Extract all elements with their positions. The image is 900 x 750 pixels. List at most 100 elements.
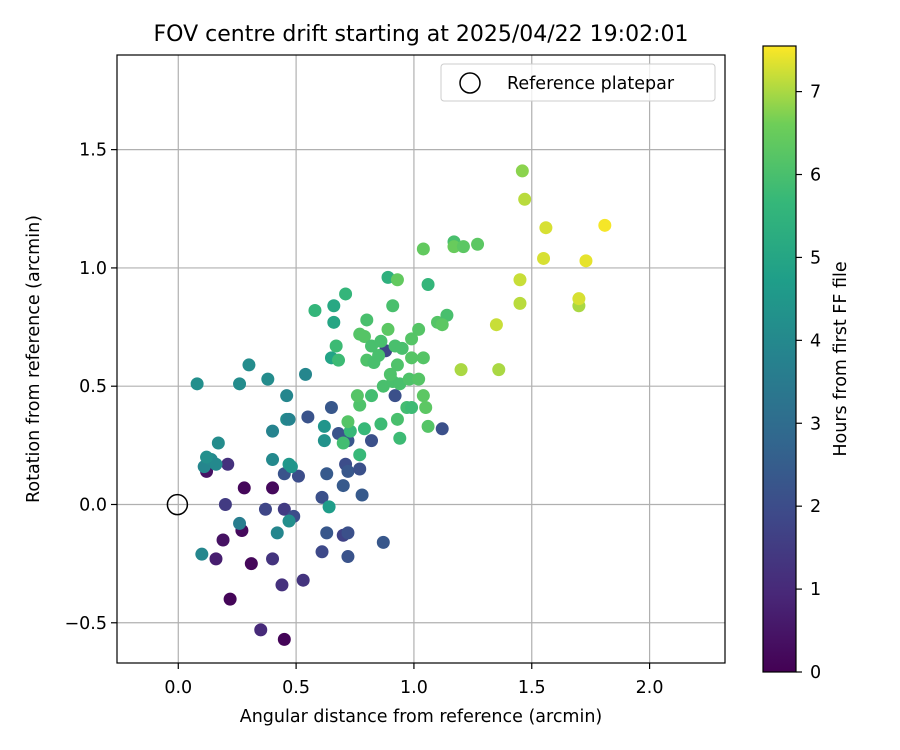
y-tick-label: 1.5: [79, 141, 107, 161]
data-point: [320, 526, 334, 540]
data-point: [315, 490, 329, 504]
data-point: [339, 287, 353, 301]
legend-box: [440, 63, 716, 102]
y-axis-label: Rotation from reference (arcmin): [24, 215, 44, 503]
data-point: [266, 552, 280, 566]
data-point: [324, 400, 338, 414]
data-point: [341, 415, 355, 429]
data-point: [447, 240, 461, 254]
data-point: [221, 457, 235, 471]
data-point: [421, 419, 435, 433]
data-point: [513, 273, 527, 287]
data-point: [353, 462, 367, 476]
colorbar-tick-label: 1: [810, 580, 821, 600]
data-point: [223, 592, 237, 606]
data-point: [518, 192, 532, 206]
data-point: [244, 557, 258, 571]
reference-point-marker: [166, 493, 189, 516]
data-point: [353, 327, 367, 341]
data-point: [266, 424, 280, 438]
chart-title: FOV centre drift starting at 2025/04/22 …: [154, 22, 689, 47]
data-point: [322, 500, 336, 514]
data-point: [489, 318, 503, 332]
colorbar-tick-label: 3: [810, 414, 821, 434]
data-point: [376, 535, 390, 549]
data-point: [320, 467, 334, 481]
data-point: [393, 431, 407, 445]
data-point: [454, 363, 468, 377]
data-point: [435, 422, 449, 436]
data-point: [390, 412, 404, 426]
points-layer: [190, 164, 612, 646]
data-point: [336, 436, 350, 450]
colorbar-tick-label: 4: [810, 331, 821, 351]
colorbar-tick-label: 2: [810, 497, 821, 517]
data-point: [435, 318, 449, 332]
data-point: [381, 322, 395, 336]
data-point: [242, 358, 256, 372]
data-point: [233, 377, 247, 391]
data-point: [416, 351, 430, 365]
data-point: [233, 516, 247, 530]
data-point: [390, 358, 404, 372]
y-tick-label: 0.0: [79, 495, 107, 515]
data-point: [329, 339, 343, 353]
data-point: [209, 552, 223, 566]
y-tick-label: 0.5: [79, 377, 107, 397]
legend-marker: [459, 72, 481, 94]
data-point: [270, 526, 284, 540]
data-point: [195, 547, 209, 561]
data-point: [284, 460, 298, 474]
data-point: [280, 389, 294, 403]
x-axis-label: Angular distance from reference (arcmin): [240, 707, 603, 727]
data-point: [296, 573, 310, 587]
data-point: [282, 514, 296, 528]
data-point: [258, 502, 272, 516]
data-point: [341, 550, 355, 564]
data-point: [277, 502, 291, 516]
data-point: [336, 479, 350, 493]
data-point: [218, 497, 232, 511]
data-point: [315, 545, 329, 559]
data-point: [190, 377, 204, 391]
x-tick-label: 1.0: [400, 678, 428, 698]
data-point: [291, 469, 305, 483]
data-point: [261, 372, 275, 386]
data-point: [372, 348, 386, 362]
data-point: [341, 464, 355, 478]
data-point: [405, 332, 419, 346]
data-point: [237, 481, 251, 495]
data-point: [402, 372, 416, 386]
data-point: [537, 251, 551, 265]
data-point: [357, 422, 371, 436]
x-tick-label: 0.5: [282, 678, 310, 698]
data-point: [211, 436, 225, 450]
data-point: [539, 221, 553, 235]
plot-frame: [116, 54, 726, 664]
data-point: [327, 315, 341, 329]
data-point: [275, 578, 289, 592]
data-point: [317, 419, 331, 433]
data-point: [416, 389, 430, 403]
data-point: [471, 237, 485, 251]
legend-label: Reference platepar: [507, 74, 675, 94]
data-point: [308, 304, 322, 318]
data-point: [456, 240, 470, 254]
data-point: [412, 322, 426, 336]
data-point: [277, 632, 291, 646]
data-point: [405, 400, 419, 414]
x-tick-label: 0.0: [164, 678, 192, 698]
data-point: [579, 254, 593, 268]
data-point: [266, 453, 280, 467]
data-point: [374, 334, 388, 348]
x-tick-label: 2.0: [636, 678, 664, 698]
colorbar-ticks: 0 1 2 3 4 5 6 7: [796, 83, 821, 683]
data-point: [350, 389, 364, 403]
data-point: [374, 417, 388, 431]
data-point: [317, 434, 331, 448]
x-ticks: 0.0 0.5 1.0 1.5 2.0: [164, 663, 664, 698]
data-point: [383, 367, 397, 381]
x-tick-label: 1.5: [518, 678, 546, 698]
